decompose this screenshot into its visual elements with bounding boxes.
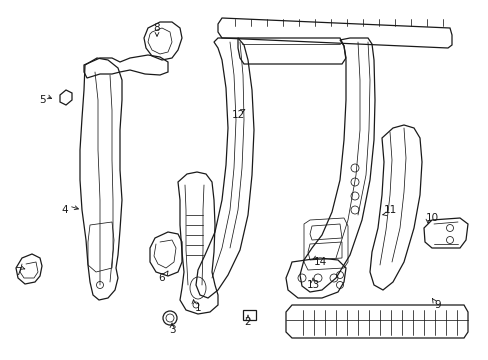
Text: 10: 10 bbox=[425, 213, 438, 223]
Text: 1: 1 bbox=[194, 303, 201, 313]
Text: 11: 11 bbox=[383, 205, 396, 215]
Text: 13: 13 bbox=[306, 280, 319, 290]
Text: 7: 7 bbox=[15, 267, 21, 277]
Text: 8: 8 bbox=[153, 23, 160, 33]
Text: 6: 6 bbox=[159, 273, 165, 283]
Text: 3: 3 bbox=[168, 325, 175, 335]
Text: 4: 4 bbox=[61, 205, 68, 215]
Text: 12: 12 bbox=[231, 110, 244, 120]
Text: 2: 2 bbox=[244, 317, 251, 327]
Text: 9: 9 bbox=[434, 300, 440, 310]
Text: 14: 14 bbox=[313, 257, 326, 267]
Text: 5: 5 bbox=[39, 95, 45, 105]
Bar bbox=[243, 310, 256, 320]
